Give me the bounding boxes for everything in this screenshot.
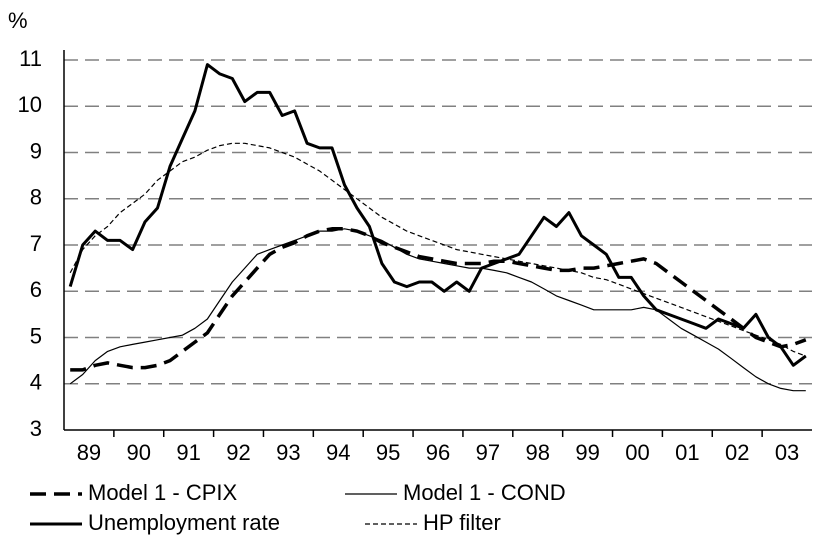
series-line: [69, 228, 806, 392]
y-tick-label: 7: [30, 231, 42, 256]
y-tick-label: 5: [30, 323, 42, 348]
y-tick-label: 4: [30, 370, 42, 395]
x-tick-label: 97: [476, 440, 500, 465]
x-tick-label: 99: [575, 440, 599, 465]
y-tick-label: 6: [30, 277, 42, 302]
x-tick-label: 03: [775, 440, 799, 465]
series-line: [68, 63, 807, 367]
x-tick-label: 91: [176, 440, 200, 465]
legend-label: Unemployment rate: [88, 510, 280, 535]
legend-label: Model 1 - CPIX: [88, 480, 237, 505]
y-tick-label: 9: [30, 138, 42, 163]
x-tick-label: 94: [326, 440, 350, 465]
legend-label: Model 1 - COND: [403, 480, 566, 505]
legend-label: HP filter: [423, 510, 501, 535]
y-axis-unit: %: [8, 8, 28, 33]
series-line: [70, 227, 807, 372]
y-tick-label: 8: [30, 185, 42, 210]
x-tick-label: 95: [376, 440, 400, 465]
x-tick-label: 01: [675, 440, 699, 465]
y-tick-label: 11: [19, 46, 42, 71]
x-tick-label: 90: [127, 440, 151, 465]
x-tick-label: 89: [77, 440, 101, 465]
x-tick-label: 00: [625, 440, 649, 465]
x-tick-label: 93: [276, 440, 300, 465]
x-tick-label: 98: [525, 440, 549, 465]
x-tick-label: 02: [725, 440, 749, 465]
y-tick-label: 10: [18, 92, 42, 117]
series-line: [69, 142, 807, 357]
y-tick-label: 3: [30, 416, 42, 441]
x-tick-label: 96: [426, 440, 450, 465]
x-tick-label: 92: [226, 440, 250, 465]
